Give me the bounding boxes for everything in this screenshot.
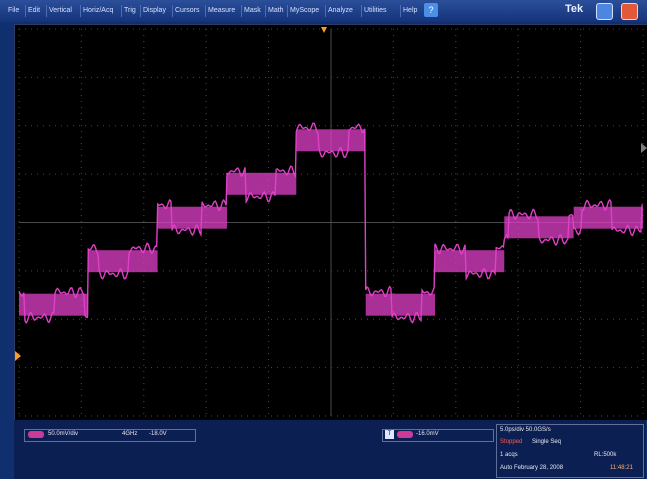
menu-myscope[interactable]: MyScope — [287, 5, 321, 17]
acq-time: 11:48:21 — [610, 465, 633, 471]
acq-rate: 5.0ps/div 50.0GS/s — [500, 427, 551, 433]
help-icon[interactable]: ? — [424, 3, 438, 17]
menu-horiz-acq[interactable]: Horiz/Acq — [80, 5, 115, 17]
acq-date: Auto February 28, 2008 — [500, 465, 564, 471]
brand-logo: Tek — [565, 3, 584, 15]
waveform-display[interactable] — [14, 24, 647, 421]
ch1-scale: 50.0mV/div — [48, 431, 79, 437]
waveform-level-band — [573, 206, 643, 229]
waveform-level-band — [19, 293, 89, 316]
trigger-position-icon — [321, 27, 327, 33]
menu-analyze[interactable]: Analyze — [325, 5, 355, 17]
menu-bar: File Edit Vertical Horiz/Acq Trig Displa… — [0, 0, 647, 22]
acq-state: Stopped — [500, 439, 523, 445]
menu-vertical[interactable]: Vertical — [46, 5, 74, 17]
waveform-level-band — [504, 216, 574, 239]
ground-marker-icon — [15, 351, 21, 361]
ch1-offset: -18.0V — [149, 431, 167, 437]
channel-1-trace — [18, 122, 643, 324]
ch1-readout[interactable] — [24, 429, 196, 442]
menu-help[interactable]: Help — [400, 5, 419, 17]
menu-math[interactable]: Math — [265, 5, 286, 17]
menu-display[interactable]: Display — [140, 5, 168, 17]
menu-file[interactable]: File — [8, 7, 20, 14]
menu-edit[interactable]: Edit — [25, 5, 42, 17]
close-icon[interactable] — [621, 3, 638, 20]
ch1-bandwidth: 4GHz — [122, 431, 138, 437]
window-icon[interactable] — [596, 3, 613, 20]
acquisition-panel[interactable] — [496, 424, 644, 478]
trigger-source-badge — [397, 431, 413, 438]
trigger-badge: T — [385, 430, 394, 439]
waveform-level-band — [157, 206, 227, 229]
acq-count: 1 acqs — [500, 452, 518, 458]
waveform-level-band — [227, 172, 297, 195]
menu-measure[interactable]: Measure — [205, 5, 237, 17]
waveform-level-band — [296, 129, 366, 152]
menu-cursors[interactable]: Cursors — [172, 5, 202, 17]
record-length: RL:500k — [594, 452, 617, 458]
trigger-level-icon — [641, 143, 647, 153]
menu-mask[interactable]: Mask — [241, 5, 263, 17]
trigger-readout[interactable] — [382, 429, 494, 442]
menu-utilities[interactable]: Utilities — [361, 5, 389, 17]
menu-trig[interactable]: Trig — [121, 5, 138, 17]
acq-state-detail: Single Seq — [532, 439, 562, 445]
trigger-level: -16.0mV — [416, 431, 439, 437]
waveform-svg — [15, 27, 647, 417]
status-bar: 50.0mV/div 4GHz -18.0V T -16.0mV 5.0ps/d… — [14, 420, 646, 479]
waveform-level-band — [88, 250, 158, 273]
waveform-level-band — [365, 293, 435, 316]
waveform-level-band — [435, 250, 505, 273]
ch1-badge — [28, 431, 44, 438]
